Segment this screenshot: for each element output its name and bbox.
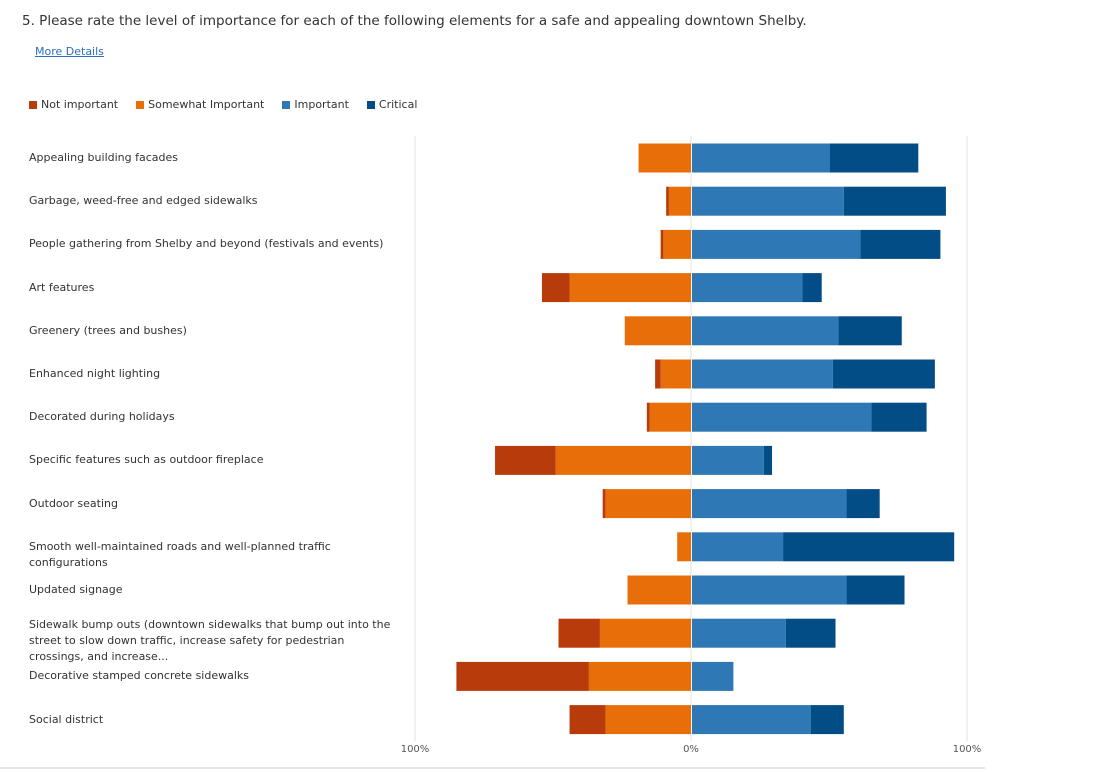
category-label: Greenery (trees and bushes) bbox=[29, 323, 187, 337]
bar-segment[interactable] bbox=[810, 705, 844, 735]
x-tick-label: 100% bbox=[953, 744, 982, 755]
bar-segment[interactable] bbox=[871, 402, 927, 432]
bar-segment[interactable] bbox=[763, 445, 773, 475]
legend-label: Critical bbox=[378, 98, 418, 111]
bar-segment[interactable] bbox=[555, 445, 691, 475]
category-label: Smooth well-maintained roads and well-pl… bbox=[29, 539, 331, 569]
bar-segment[interactable] bbox=[605, 489, 691, 519]
bar-segment[interactable] bbox=[569, 705, 606, 735]
legend-swatch bbox=[282, 100, 291, 109]
bar-segment[interactable] bbox=[692, 402, 872, 432]
bar-segment[interactable] bbox=[846, 489, 880, 519]
bar-segment[interactable] bbox=[843, 186, 946, 216]
category-label: Social district bbox=[29, 712, 104, 726]
bar-segment[interactable] bbox=[666, 186, 669, 216]
bar-segment[interactable] bbox=[638, 143, 691, 173]
category-label: Appealing building facades bbox=[29, 151, 178, 164]
bar-segment[interactable] bbox=[838, 316, 902, 346]
category-label: Garbage, weed-free and edged sidewalks bbox=[29, 194, 258, 208]
chart-legend: Not important Somewhat Important Important… bbox=[29, 98, 417, 111]
bar-segment[interactable] bbox=[832, 359, 935, 389]
legend-label: Important bbox=[294, 98, 349, 111]
legend-label: Somewhat Important bbox=[148, 98, 265, 111]
x-tick-label: 0% bbox=[683, 744, 699, 755]
bar-segment[interactable] bbox=[860, 229, 941, 259]
x-tick-label: 100% bbox=[401, 744, 430, 755]
bar-segment[interactable] bbox=[830, 143, 919, 173]
bottom-divider bbox=[0, 767, 985, 769]
legend-item[interactable]: Critical bbox=[366, 98, 418, 111]
bar-segment[interactable] bbox=[599, 618, 691, 648]
bar-segment[interactable] bbox=[495, 445, 556, 475]
legend-item[interactable]: Somewhat Important bbox=[136, 98, 264, 111]
category-label: Decorated during holidays bbox=[29, 410, 175, 424]
legend-swatch bbox=[366, 100, 375, 109]
bar-segment[interactable] bbox=[649, 402, 691, 432]
question-title: 5. Please rate the level of importance f… bbox=[22, 13, 807, 29]
category-label: Updated signage bbox=[29, 583, 123, 596]
legend-swatch bbox=[136, 100, 145, 109]
bar-segment[interactable] bbox=[456, 661, 589, 691]
category-label: Art features bbox=[29, 280, 95, 294]
bar-segment[interactable] bbox=[677, 532, 691, 562]
bar-segment[interactable] bbox=[692, 618, 786, 648]
bar-segment[interactable] bbox=[663, 229, 691, 259]
category-label: Decorative stamped concrete sidewalks bbox=[29, 669, 250, 683]
bar-segment[interactable] bbox=[558, 618, 600, 648]
bar-segment[interactable] bbox=[569, 273, 691, 303]
bar-segment[interactable] bbox=[660, 359, 691, 389]
bar-segment[interactable] bbox=[783, 532, 955, 562]
bar-segment[interactable] bbox=[692, 273, 803, 303]
category-label: Enhanced night lighting bbox=[29, 367, 161, 380]
legend-swatch bbox=[29, 100, 37, 109]
bar-segment[interactable] bbox=[668, 186, 691, 216]
category-label: Outdoor seating bbox=[29, 496, 118, 510]
bar-segment[interactable] bbox=[692, 229, 861, 259]
bar-segment[interactable] bbox=[660, 229, 664, 259]
bar-segment[interactable] bbox=[646, 402, 650, 432]
bar-segment[interactable] bbox=[627, 575, 691, 605]
bar-segment[interactable] bbox=[602, 489, 606, 519]
bar-segment[interactable] bbox=[605, 705, 691, 735]
bar-segment[interactable] bbox=[785, 618, 836, 648]
more-details-link[interactable]: More Details bbox=[35, 45, 104, 58]
bar-segment[interactable] bbox=[692, 143, 830, 173]
legend-item[interactable]: Not important bbox=[29, 98, 118, 111]
bar-segment[interactable] bbox=[802, 273, 822, 303]
legend-item[interactable]: Important bbox=[282, 98, 349, 111]
bar-segment[interactable] bbox=[692, 445, 764, 475]
bar-segment[interactable] bbox=[541, 273, 570, 303]
bar-segment[interactable] bbox=[692, 532, 784, 562]
bar-segment[interactable] bbox=[588, 661, 691, 691]
bar-segment[interactable] bbox=[846, 575, 905, 605]
bar-segment[interactable] bbox=[624, 316, 691, 346]
bar-segment[interactable] bbox=[692, 359, 833, 389]
bar-segment[interactable] bbox=[692, 316, 839, 346]
bar-segment[interactable] bbox=[692, 489, 847, 519]
bar-segment[interactable] bbox=[692, 575, 847, 605]
legend-label: Not important bbox=[41, 98, 119, 111]
bar-segment[interactable] bbox=[692, 186, 844, 216]
bar-segment[interactable] bbox=[692, 705, 811, 735]
category-label: Specific features such as outdoor firepl… bbox=[29, 453, 264, 467]
category-label: Sidewalk bump outs (downtown sidewalks t… bbox=[29, 618, 391, 664]
bar-segment[interactable] bbox=[692, 661, 734, 691]
bar-segment[interactable] bbox=[655, 359, 661, 389]
category-label: People gathering from Shelby and beyond … bbox=[29, 237, 384, 251]
